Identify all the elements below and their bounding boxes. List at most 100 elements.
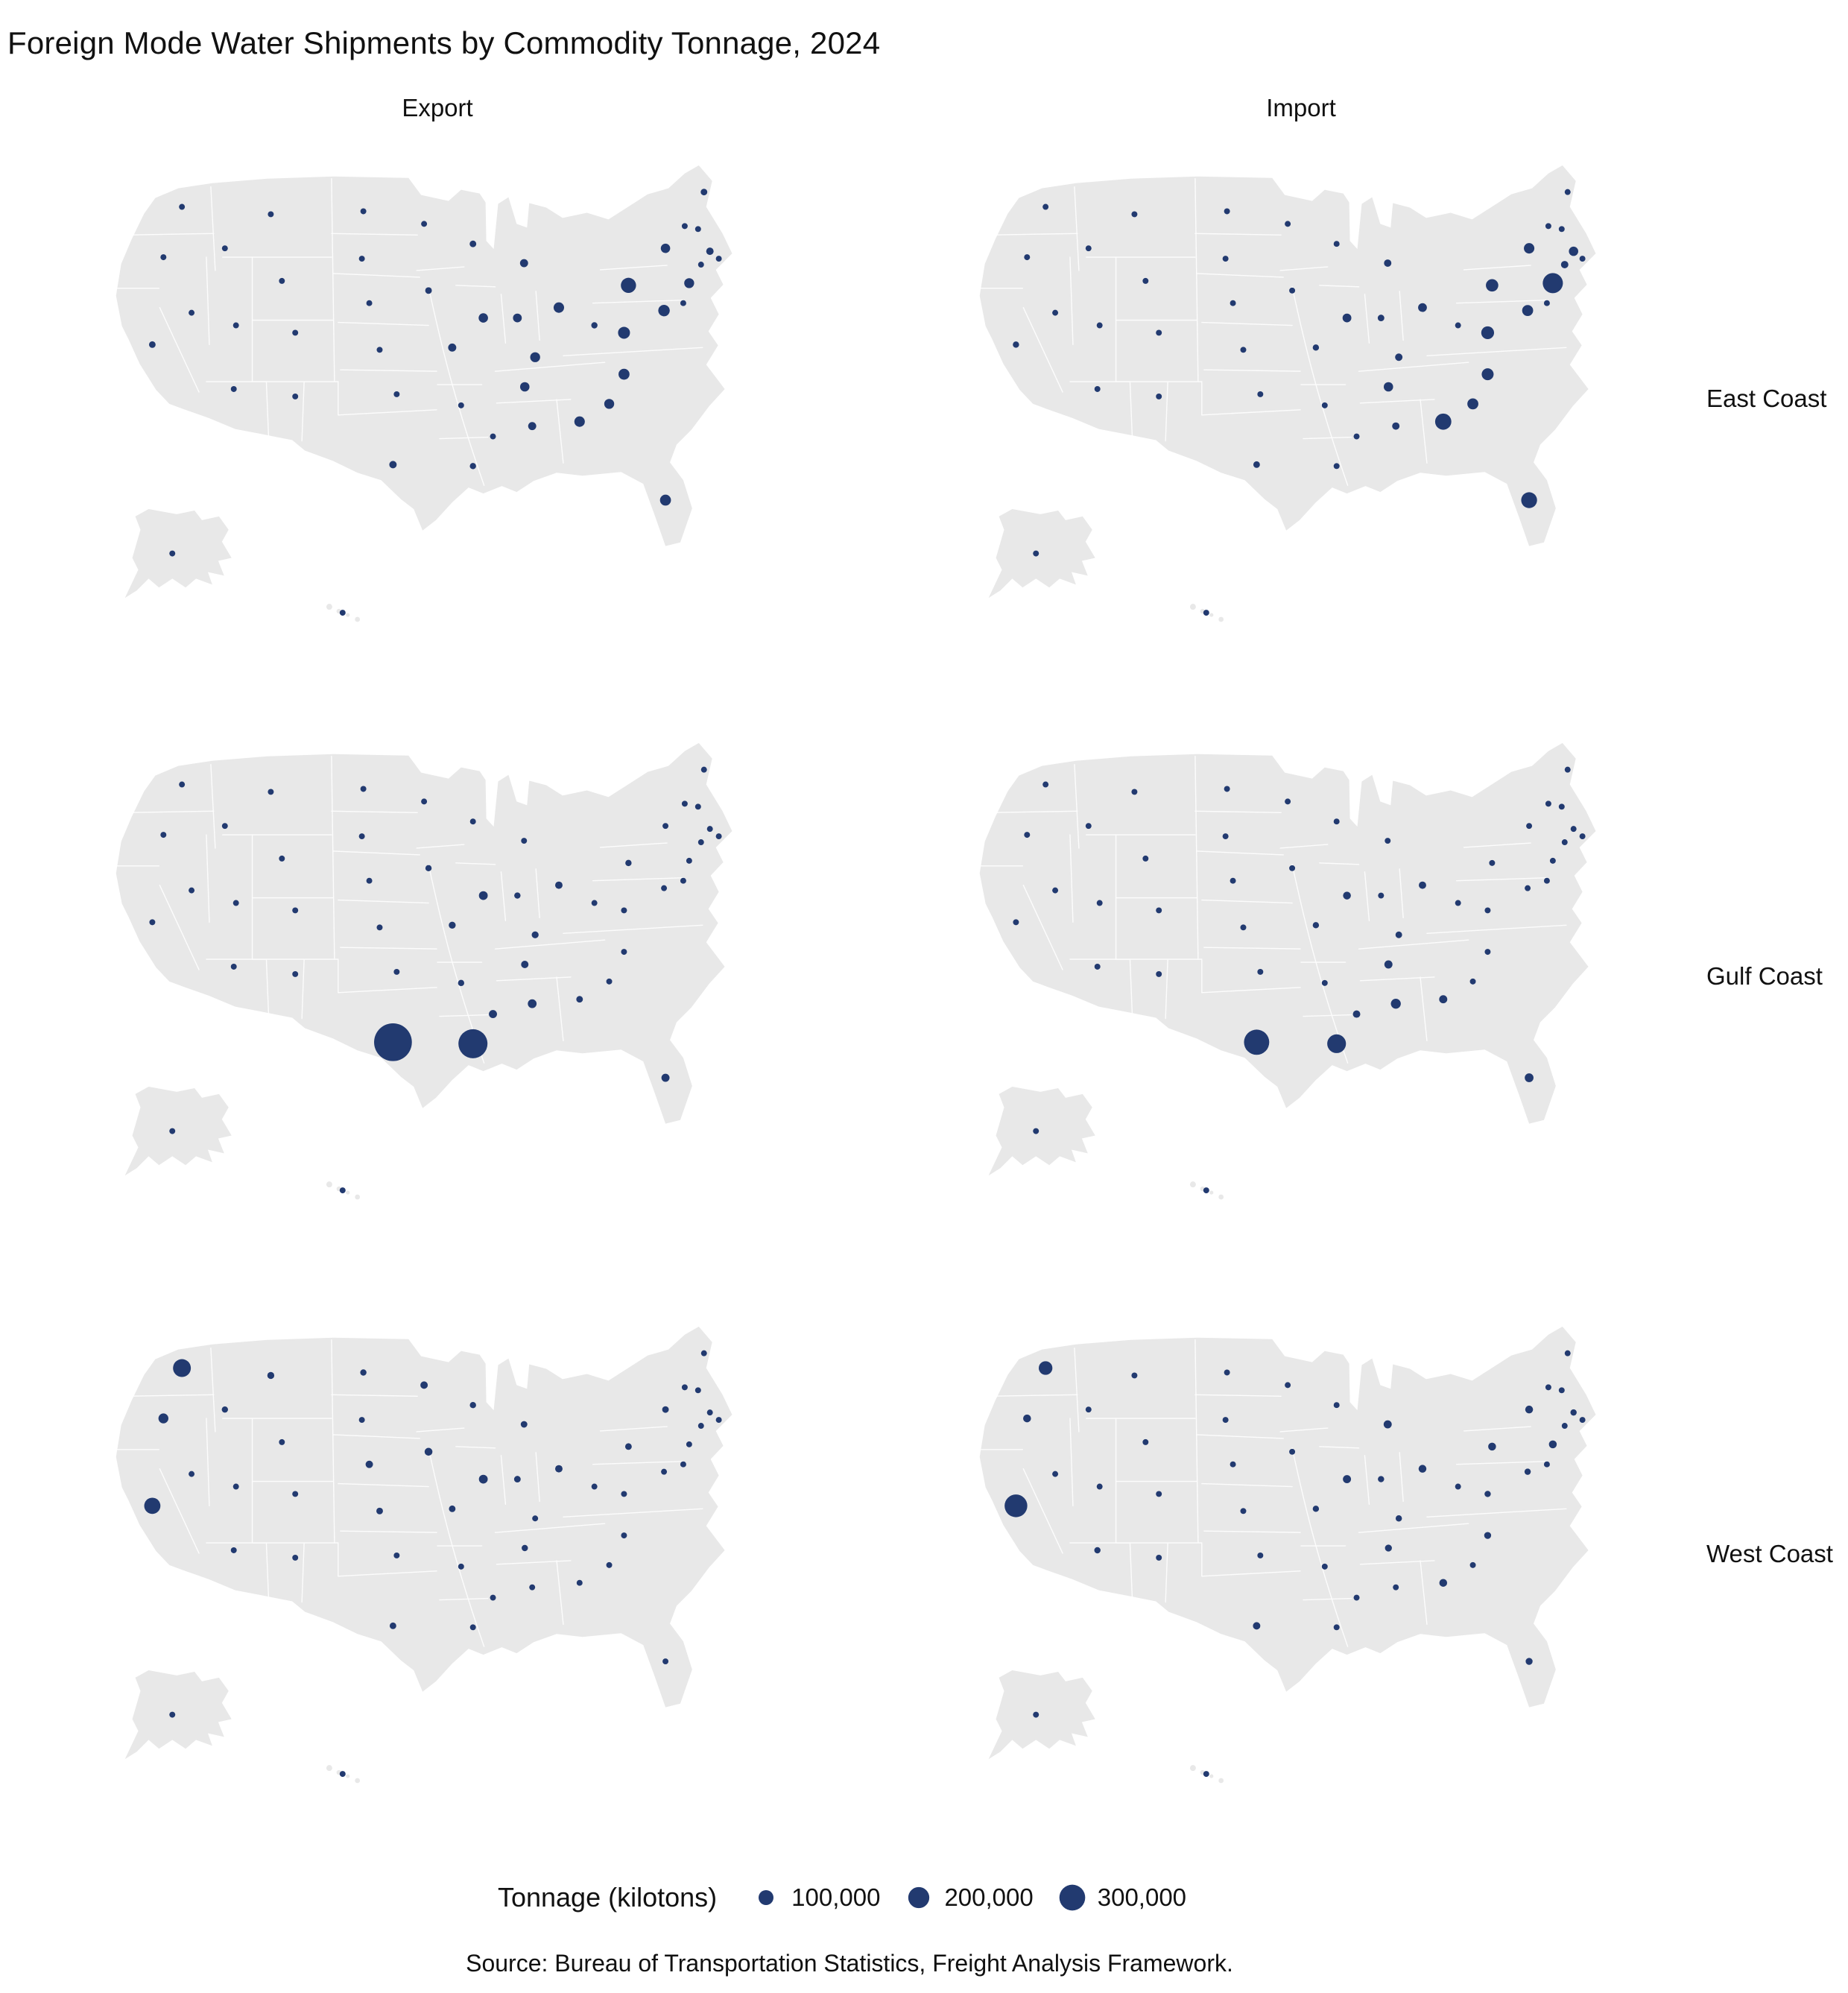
bubble-CT xyxy=(697,839,704,846)
bubble-NE xyxy=(1230,877,1236,884)
bubble-GA xyxy=(574,416,585,427)
bubble-WI xyxy=(469,240,477,247)
bubble-AL xyxy=(1393,1584,1399,1591)
bubble-AK xyxy=(1033,1711,1040,1718)
bubble-CA xyxy=(149,919,156,926)
bubble-DE xyxy=(1543,1461,1550,1468)
bubble-RI xyxy=(1579,256,1586,262)
us-map xyxy=(979,165,1596,622)
bubble-IN xyxy=(1377,315,1385,322)
bubble-AR xyxy=(1321,402,1328,408)
bubble-VA xyxy=(618,326,630,339)
bubble-MD xyxy=(1525,885,1531,891)
bubble-PA xyxy=(1489,859,1496,866)
bubble-KY xyxy=(1395,1515,1402,1522)
bubble-NV xyxy=(1052,887,1059,894)
bubble-MA xyxy=(1570,826,1577,833)
bubble-IA xyxy=(1289,287,1296,294)
bubble-KS xyxy=(1240,924,1247,931)
us-mainland-silhouette xyxy=(979,165,1596,546)
bubble-NY xyxy=(1526,823,1533,830)
bubble-MT xyxy=(267,1371,275,1380)
bubble-NE xyxy=(365,1460,373,1468)
bubble-TN xyxy=(1384,960,1393,969)
bubble-NC xyxy=(1481,368,1494,381)
bubble-KS xyxy=(1240,1508,1247,1515)
bubble-NY xyxy=(1524,243,1535,254)
bubble-CA xyxy=(1013,919,1019,926)
bubble-KS xyxy=(376,1507,383,1515)
bubble-DE xyxy=(680,877,686,884)
bubble-WA xyxy=(173,1359,192,1377)
column-header-import: Import xyxy=(1266,94,1336,121)
bubble-TX xyxy=(1244,1029,1270,1055)
bubble-SD xyxy=(358,833,365,840)
row-label-east-coast: East Coast xyxy=(1706,385,1827,412)
bubble-OK xyxy=(1257,968,1264,975)
bubble-AZ xyxy=(1094,1547,1101,1554)
bubble-CT xyxy=(1560,261,1569,268)
bubble-AL xyxy=(529,1584,536,1591)
hawaii-island xyxy=(1189,1765,1196,1772)
bubble-HI xyxy=(339,610,346,616)
bubble-MN xyxy=(1285,798,1291,805)
bubble-OR xyxy=(1024,254,1031,261)
bubble-MI xyxy=(1385,838,1391,844)
row-label-west-coast: West Coast xyxy=(1706,1540,1833,1567)
bubble-NH xyxy=(1558,226,1565,233)
map-panel-import-gulf-coast xyxy=(946,724,1656,1205)
bubble-FL xyxy=(662,1658,669,1665)
bubble-TX xyxy=(1253,1622,1261,1630)
bubble-OK xyxy=(1257,1552,1264,1558)
hawaii-island xyxy=(1209,613,1214,617)
us-map xyxy=(116,742,732,1200)
bubble-OH xyxy=(553,302,565,313)
bubble-DE xyxy=(680,1461,686,1468)
bubble-OR xyxy=(160,254,167,261)
bubble-HI xyxy=(339,1771,346,1778)
bubble-PA xyxy=(624,1443,632,1450)
hawaii-island xyxy=(326,604,332,610)
bubble-VT xyxy=(681,1384,688,1391)
bubble-SD xyxy=(1222,1417,1229,1424)
bubble-OH xyxy=(555,1465,563,1473)
bubble-NH xyxy=(694,1387,701,1394)
bubble-CA xyxy=(144,1497,161,1515)
bubble-MT xyxy=(1131,211,1138,218)
bubble-MS xyxy=(489,1010,497,1019)
us-mainland-silhouette xyxy=(979,1326,1596,1708)
us-mainland-silhouette xyxy=(979,742,1596,1124)
bubble-NV xyxy=(1052,1471,1059,1477)
bubble-AR xyxy=(1321,979,1328,986)
bubble-IL xyxy=(1343,1475,1352,1484)
bubble-NY xyxy=(660,243,671,253)
state-borders xyxy=(116,178,703,486)
bubble-TN xyxy=(521,961,529,968)
bubble-AR xyxy=(1321,1563,1328,1570)
bubble-IN xyxy=(514,892,521,899)
bubble-AZ xyxy=(230,964,237,970)
bubble-KY xyxy=(532,1515,539,1522)
bubble-PA xyxy=(1486,279,1499,292)
bubble-WI xyxy=(469,1401,476,1409)
bubble-AZ xyxy=(1094,964,1101,970)
bubble-DE xyxy=(1543,877,1550,884)
bubble-NV xyxy=(189,887,195,894)
bubble-NY xyxy=(662,1406,669,1413)
bubble-ID xyxy=(1085,823,1092,830)
bubble-GA xyxy=(576,996,583,1003)
bubble-VA xyxy=(621,907,627,914)
bubble-AL xyxy=(528,422,537,431)
us-map xyxy=(979,1326,1596,1784)
map-panel-export-east-coast xyxy=(82,146,793,628)
bubble-RI xyxy=(715,256,722,262)
bubble-OR xyxy=(1024,832,1031,838)
bubble-UT xyxy=(1096,900,1103,906)
bubble-CT xyxy=(697,262,704,268)
bubble-MA xyxy=(706,1409,713,1416)
us-map xyxy=(116,165,732,622)
bubble-DE xyxy=(1543,300,1550,306)
bubble-MT xyxy=(268,789,274,795)
bubble-TN xyxy=(1383,382,1393,392)
